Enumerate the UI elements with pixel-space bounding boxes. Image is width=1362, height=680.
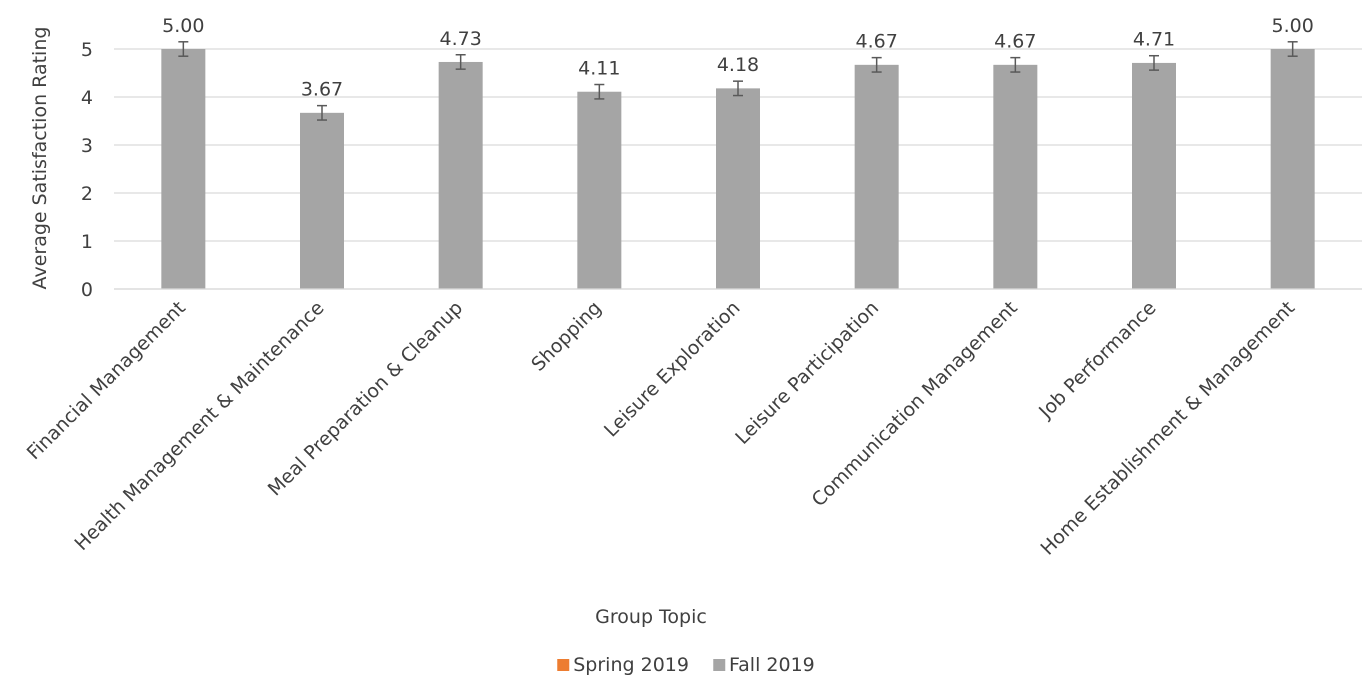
bar xyxy=(1132,62,1176,289)
legend-swatch-fall-2019 xyxy=(712,659,725,671)
bar-chart: 0 1 2 3 4 5 5.00 Financial Management 3.67 Health… xyxy=(23,15,1362,560)
data-label: 4.67 xyxy=(856,31,898,53)
bar xyxy=(854,64,899,289)
data-label: 4.11 xyxy=(578,58,620,80)
bar xyxy=(438,61,483,290)
legend-label-fall-2019: Fall 2019 xyxy=(728,654,815,676)
bar xyxy=(161,49,206,289)
y-tick-label: 3 xyxy=(81,135,93,157)
y-tick-label: 0 xyxy=(81,279,93,301)
x-tick-label: Health Management & Maintenance xyxy=(71,297,329,555)
x-tick-label: Financial Management xyxy=(23,297,190,464)
data-label: 4.73 xyxy=(440,28,482,50)
y-axis-title: Average Satisfaction Rating xyxy=(29,26,51,290)
y-tick-label: 4 xyxy=(81,87,93,109)
y-tick-label: 5 xyxy=(81,39,93,61)
data-label: 5.00 xyxy=(1272,15,1314,37)
bar xyxy=(993,64,1038,289)
x-tick-label: Job Performance xyxy=(1034,297,1160,423)
data-label: 5.00 xyxy=(162,15,204,37)
x-tick-label: Shopping xyxy=(527,297,606,376)
bar xyxy=(300,112,344,289)
bar xyxy=(716,88,760,289)
data-label: 4.71 xyxy=(1133,29,1175,51)
x-tick-label: Leisure Exploration xyxy=(600,297,745,442)
x-tick-label: Leisure Participation xyxy=(731,297,883,449)
bar xyxy=(577,91,622,289)
data-label: 4.18 xyxy=(717,54,759,76)
legend: Spring 2019 Fall 2019 xyxy=(545,654,827,676)
data-label: 3.67 xyxy=(301,79,343,101)
legend-swatch-spring-2019 xyxy=(557,659,570,671)
bar xyxy=(1270,49,1315,289)
data-label: 4.67 xyxy=(994,31,1036,53)
legend-item-spring-2019: Spring 2019 xyxy=(557,654,689,676)
legend-item-fall-2019: Fall 2019 xyxy=(712,654,815,676)
x-tick-label: Home Establishment & Management xyxy=(1037,297,1300,560)
legend-label-spring-2019: Spring 2019 xyxy=(573,654,689,676)
y-tick-label: 1 xyxy=(81,231,93,253)
x-axis-title: Group Topic xyxy=(595,606,707,628)
y-tick-label: 2 xyxy=(81,183,93,205)
